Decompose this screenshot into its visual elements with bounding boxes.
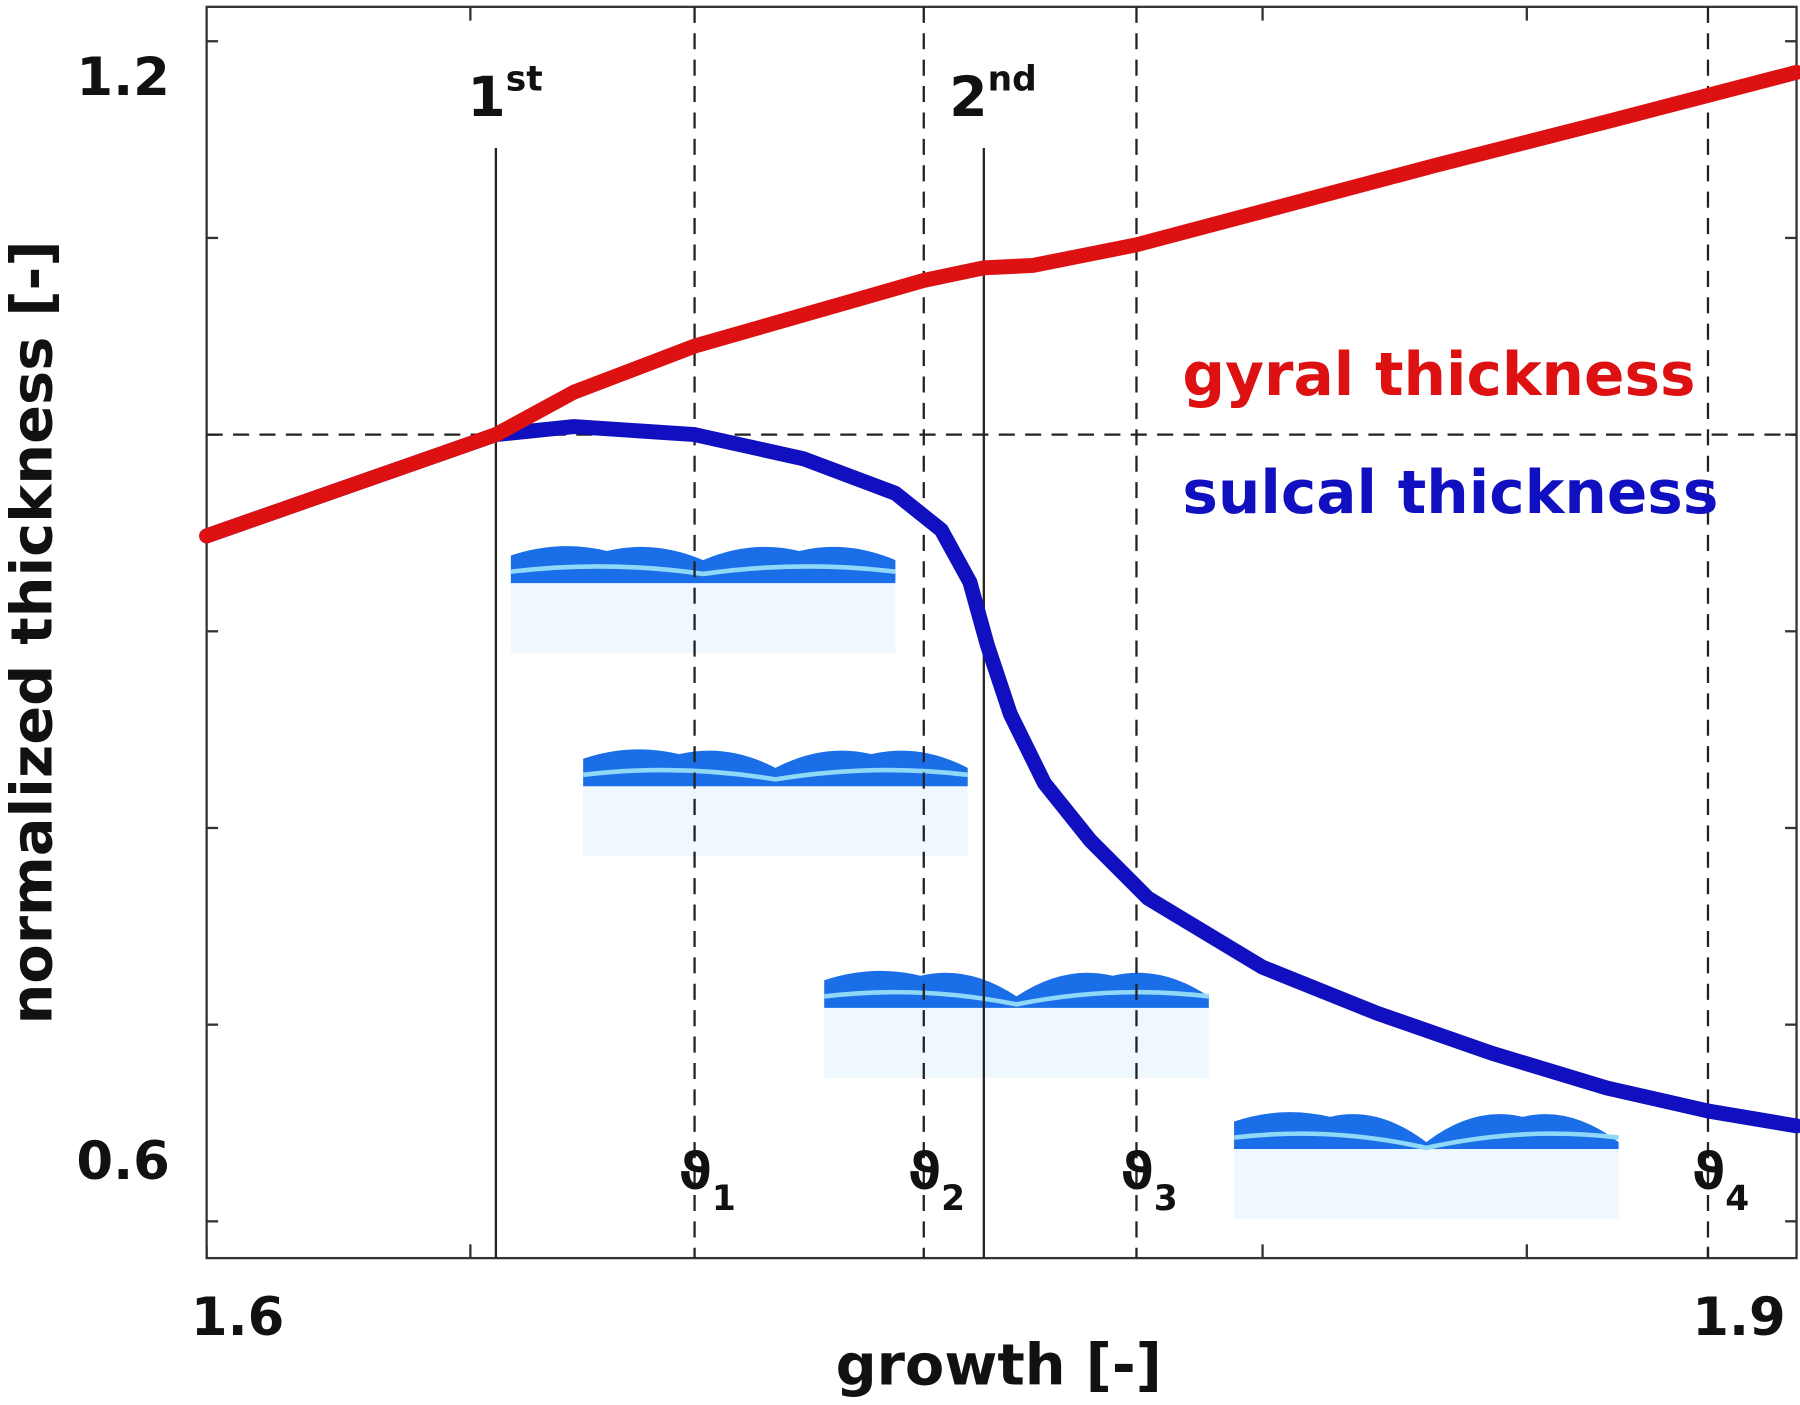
icon-fold <box>583 749 968 787</box>
stage-label: ϑ4 <box>1692 1142 1749 1219</box>
icon-layer <box>1233 1131 1619 1151</box>
stage-label: ϑ3 <box>1120 1142 1177 1219</box>
stage-label-base: ϑ <box>1120 1142 1153 1201</box>
icon-fold <box>1234 1112 1619 1150</box>
stage-label: ϑ1 <box>678 1142 735 1219</box>
legend-entry: sulcal thickness <box>1182 459 1718 528</box>
x-tick-label: 1.6 <box>191 1287 285 1348</box>
fold-icons <box>510 546 1619 1220</box>
series-line <box>199 64 1800 544</box>
icon-base <box>510 578 896 654</box>
icon-base <box>583 781 968 857</box>
event-label-sup: nd <box>988 60 1037 100</box>
event-label: 2nd <box>949 60 1037 129</box>
y-tick-label: 0.6 <box>76 1131 170 1192</box>
icon-base <box>1234 1144 1619 1220</box>
event-label: 1st <box>467 60 542 129</box>
event-label-base: 1 <box>467 65 505 129</box>
y-axis-label: normalized thickness [-] <box>0 240 66 1024</box>
event-label-base: 2 <box>949 65 987 129</box>
stage-label-base: ϑ <box>908 1142 941 1201</box>
stage-label-base: ϑ <box>678 1142 711 1201</box>
x-axis-label: growth [-] <box>836 1331 1162 1398</box>
icon-layer <box>582 767 969 782</box>
stage-label: ϑ2 <box>908 1142 965 1219</box>
x-tick-label: 1.9 <box>1692 1287 1786 1348</box>
series-line <box>199 419 1800 1134</box>
stage-label-base: ϑ <box>1692 1142 1725 1201</box>
y-tick-label: 1.2 <box>76 47 170 108</box>
icon-layer <box>510 564 896 577</box>
stage-label-sub: 1 <box>712 1179 736 1219</box>
stage-label-sub: 3 <box>1154 1179 1178 1219</box>
legend-entry: gyral thickness <box>1182 341 1695 410</box>
stage-label-sub: 4 <box>1725 1179 1749 1219</box>
icon-layer <box>823 989 1210 1007</box>
icon-fold <box>510 546 896 584</box>
stage-label-sub: 2 <box>941 1179 965 1219</box>
icon-fold <box>824 970 1209 1008</box>
icon-base <box>824 1003 1209 1078</box>
event-label-sup: st <box>506 60 543 100</box>
